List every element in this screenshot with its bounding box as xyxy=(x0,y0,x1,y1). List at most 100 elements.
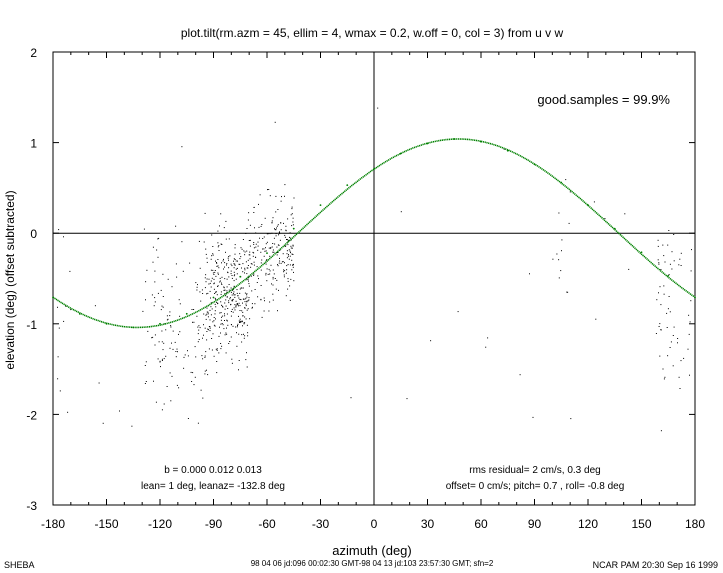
outlier-point xyxy=(503,148,505,150)
data-point xyxy=(246,228,248,229)
data-point xyxy=(286,253,288,255)
y-tick-label: -3 xyxy=(26,499,37,513)
data-point xyxy=(680,252,682,254)
data-point xyxy=(220,343,222,344)
data-point xyxy=(175,356,177,358)
data-point xyxy=(234,247,236,249)
data-point xyxy=(206,339,208,341)
data-point xyxy=(225,238,227,240)
data-point xyxy=(244,307,246,309)
data-point xyxy=(240,247,242,249)
data-point xyxy=(207,311,209,313)
data-point xyxy=(277,265,279,267)
data-point xyxy=(210,280,212,282)
data-point xyxy=(227,257,229,259)
data-point xyxy=(231,362,233,364)
data-point xyxy=(243,250,245,252)
data-point xyxy=(226,290,228,292)
x-tick-label: -30 xyxy=(312,517,330,531)
data-point xyxy=(161,305,163,307)
data-point xyxy=(246,294,248,296)
data-point xyxy=(228,302,230,304)
data-point xyxy=(239,288,241,290)
data-point xyxy=(233,280,235,282)
outlier-point xyxy=(197,422,199,424)
fit-point xyxy=(506,149,509,152)
data-point xyxy=(291,253,293,255)
data-point xyxy=(219,312,221,314)
data-point xyxy=(272,278,274,280)
data-point xyxy=(232,298,234,300)
data-point xyxy=(181,241,183,243)
data-point xyxy=(212,253,214,255)
data-point xyxy=(208,329,209,331)
data-point xyxy=(660,304,662,306)
data-point xyxy=(284,184,286,186)
rms-annotation: rms residual= 2 cm/s, 0.3 deg xyxy=(469,465,600,476)
data-point xyxy=(658,263,660,265)
fit-point xyxy=(453,138,456,140)
data-point xyxy=(151,337,153,339)
data-point xyxy=(228,238,230,240)
data-point xyxy=(221,304,222,306)
data-point xyxy=(212,254,214,256)
data-point xyxy=(157,292,159,294)
data-point xyxy=(664,376,666,378)
data-point xyxy=(238,369,239,371)
data-point xyxy=(203,334,204,336)
data-point xyxy=(224,320,225,321)
data-point xyxy=(234,309,236,311)
data-point xyxy=(236,292,238,294)
data-point xyxy=(240,287,242,289)
data-point xyxy=(247,335,249,337)
data-point xyxy=(233,271,235,273)
data-point xyxy=(568,222,570,224)
x-tick-label: -60 xyxy=(258,517,276,531)
data-point xyxy=(690,270,692,272)
data-point xyxy=(289,264,291,266)
data-point xyxy=(257,245,259,247)
data-point xyxy=(239,298,241,300)
data-point xyxy=(274,228,275,230)
data-point xyxy=(215,318,216,320)
data-point xyxy=(219,281,221,283)
data-point xyxy=(261,259,263,261)
data-point xyxy=(241,334,243,336)
data-point xyxy=(242,239,244,240)
data-point xyxy=(247,332,249,334)
data-point xyxy=(219,225,220,227)
data-point xyxy=(249,224,251,226)
data-point xyxy=(233,294,235,296)
data-point xyxy=(239,258,241,260)
data-point xyxy=(264,250,266,252)
data-point xyxy=(289,250,291,252)
data-point xyxy=(146,269,148,271)
data-point xyxy=(211,255,213,257)
data-point xyxy=(659,355,661,357)
data-point xyxy=(178,299,180,301)
data-point xyxy=(230,287,232,289)
data-point xyxy=(224,302,226,304)
data-point xyxy=(145,361,147,363)
data-point xyxy=(203,324,204,326)
data-point xyxy=(663,255,665,257)
data-point xyxy=(245,303,247,305)
data-point xyxy=(240,256,242,258)
data-point xyxy=(213,274,215,275)
data-point xyxy=(247,259,249,261)
data-point xyxy=(242,302,243,304)
data-point xyxy=(680,360,682,362)
data-point xyxy=(154,270,156,272)
data-point xyxy=(247,308,249,310)
data-point xyxy=(244,251,246,253)
outlier-point xyxy=(624,213,626,215)
data-point xyxy=(204,356,206,358)
data-point xyxy=(246,324,248,326)
data-point xyxy=(244,316,246,318)
data-point xyxy=(231,277,233,279)
data-point xyxy=(241,341,243,343)
data-point xyxy=(271,246,273,248)
data-point xyxy=(159,360,161,362)
data-point xyxy=(161,409,163,411)
data-point xyxy=(145,281,147,283)
